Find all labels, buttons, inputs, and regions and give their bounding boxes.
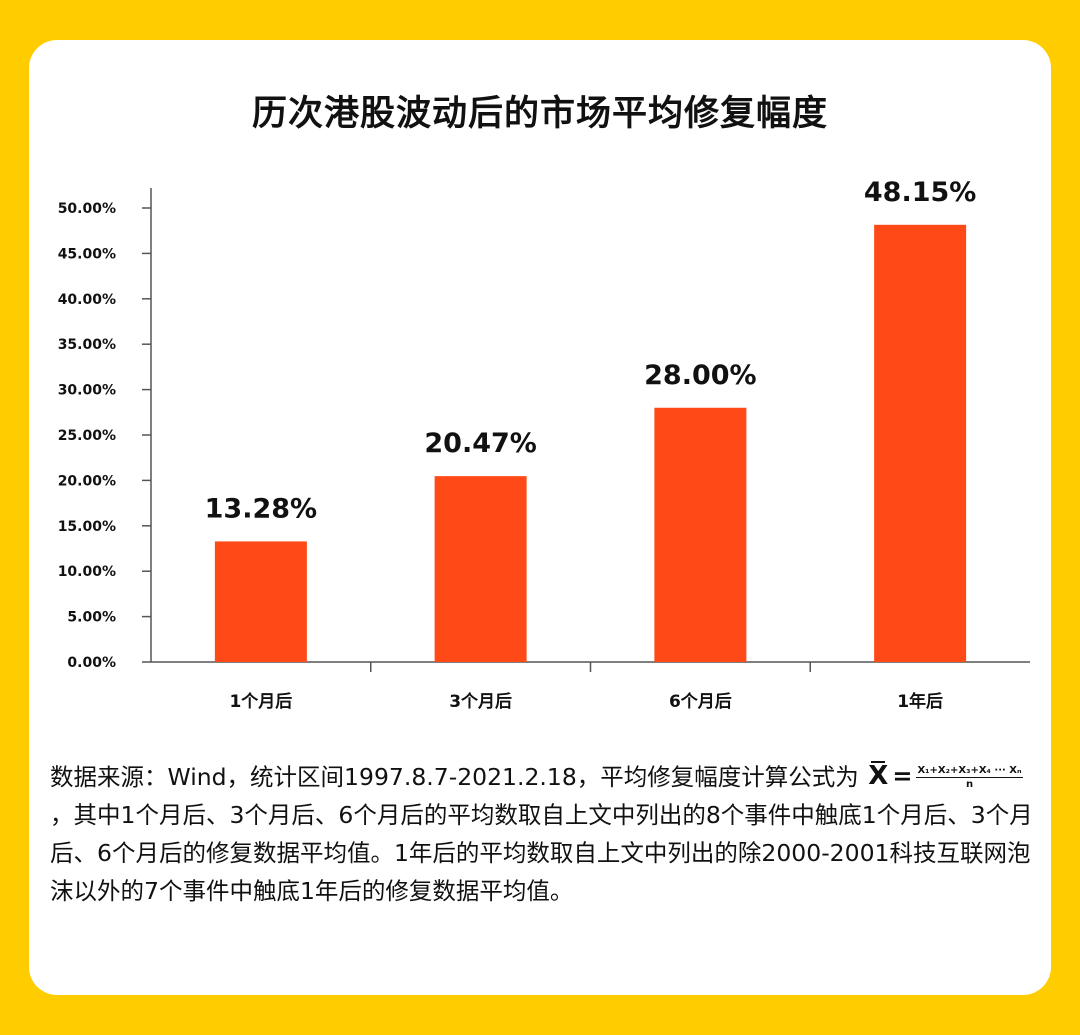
bar	[874, 224, 967, 662]
x-tick-label: 1个月后	[229, 691, 292, 712]
y-tick-label: 15.00%	[58, 519, 116, 535]
source-note-text-1: 数据来源：Wind，统计区间1997.8.7-2021.2.18，平均修复幅度计…	[50, 763, 859, 791]
bar	[214, 541, 307, 662]
formula-fraction: X₁+X₂+X₃+X₄ ··· Xₙ n	[916, 764, 1023, 791]
formula-equals: =	[892, 761, 913, 790]
data-label: 28.00%	[644, 360, 756, 391]
bar	[434, 476, 527, 662]
y-tick-label: 40.00%	[58, 292, 116, 308]
bar	[654, 407, 747, 662]
y-tick-label: 25.00%	[58, 428, 116, 444]
x-tick-label: 6个月后	[669, 691, 732, 712]
data-label: 20.47%	[424, 428, 536, 459]
formula-mean-symbol: X	[868, 760, 889, 791]
y-tick-label: 0.00%	[67, 655, 116, 671]
y-tick-label: 20.00%	[58, 473, 116, 489]
data-label: 48.15%	[864, 177, 976, 208]
x-tick-label: 1年后	[897, 691, 943, 712]
y-tick-label: 5.00%	[67, 610, 116, 626]
y-tick-label: 35.00%	[58, 337, 116, 353]
y-tick-label: 50.00%	[58, 201, 116, 217]
bar-chart: 0.00% 5.00% 10.00% 15.00% 20.00% 25.00% 30.00%…	[58, 177, 1030, 712]
y-tick-label: 45.00%	[58, 246, 116, 262]
chart-title: 历次港股波动后的市场平均修复幅度	[251, 94, 828, 134]
formula-numerator: X₁+X₂+X₃+X₄ ··· Xₙ	[916, 764, 1023, 778]
x-tick-label: 3个月后	[449, 691, 512, 712]
formula-denominator: n	[965, 778, 974, 790]
y-tick-label: 10.00%	[58, 564, 116, 580]
mean-formula: X = X₁+X₂+X₃+X₄ ··· Xₙ n	[868, 757, 1023, 795]
y-tick-label: 30.00%	[58, 383, 116, 399]
source-note-text-2: ，其中1个月后、3个月后、6个月后的平均数取自上文中列出的8个事件中触底1个月后…	[50, 801, 1033, 905]
data-label: 13.28%	[205, 493, 317, 524]
source-note: 数据来源：Wind，统计区间1997.8.7-2021.2.18，平均修复幅度计…	[50, 758, 1040, 910]
